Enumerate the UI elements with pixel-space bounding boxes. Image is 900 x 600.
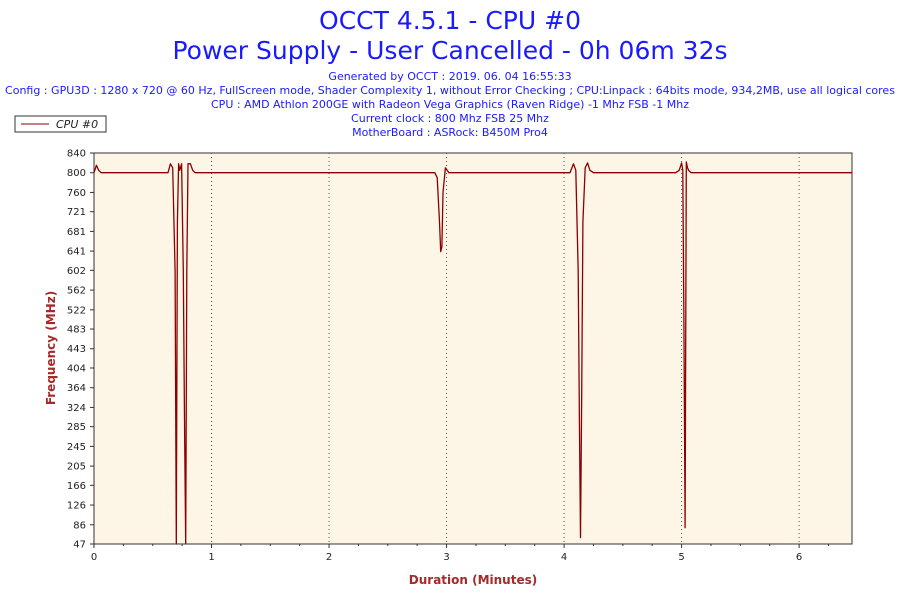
series-layer: [93, 161, 852, 545]
chart-subtitle: Power Supply - User Cancelled - 0h 06m 3…: [172, 36, 727, 65]
y-tick-label: 205: [67, 462, 86, 473]
x-tick-label: 5: [678, 552, 684, 563]
y-tick-label: 483: [67, 325, 86, 336]
clock-info: Current clock : 800 Mhz FSB 25 Mhz: [351, 112, 549, 125]
y-tick-label: 126: [67, 501, 86, 512]
y-tick-label: 47: [73, 540, 86, 551]
y-tick-label: 166: [67, 481, 86, 492]
y-tick-label: 443: [67, 344, 86, 355]
x-tick-label: 2: [326, 552, 332, 563]
y-tick-label: 800: [67, 168, 86, 179]
y-tick-label: 285: [67, 422, 86, 433]
x-tick-label: 0: [91, 552, 97, 563]
y-tick-label: 522: [67, 305, 86, 316]
motherboard-info: MotherBoard : ASRock: B450M Pro4: [352, 126, 548, 139]
cpu-info: CPU : AMD Athlon 200GE with Radeon Vega …: [211, 98, 689, 111]
y-axis-label: Frequency (MHz): [44, 291, 58, 405]
y-tick-label: 562: [67, 286, 86, 297]
y-tick-label: 404: [67, 363, 86, 374]
generated-info: Generated by OCCT : 2019. 06. 04 16:55:3…: [328, 70, 571, 83]
x-tick-label: 4: [561, 552, 567, 563]
x-tick-label: 1: [208, 552, 214, 563]
legend-label: CPU #0: [56, 118, 98, 131]
y-tick-label: 721: [67, 207, 86, 218]
plot-area: [93, 152, 853, 545]
y-axis-ticks: 47 86 126 166 205 245 285 324 364 404 443 483 522 562…: [67, 149, 94, 551]
y-tick-label: 86: [73, 520, 86, 531]
y-tick-label: 641: [67, 247, 86, 258]
config-info: Config : GPU3D : 1280 x 720 @ 60 Hz, Ful…: [5, 84, 895, 97]
y-tick-label: 245: [67, 442, 86, 453]
x-axis-label: Duration (Minutes): [409, 573, 537, 587]
y-tick-label: 602: [67, 266, 86, 277]
y-tick-label: 681: [67, 227, 86, 238]
y-tick-label: 324: [67, 403, 86, 414]
legend: CPU #0: [14, 115, 107, 133]
x-axis-ticks: 0 1 2 3 4 5 6: [91, 544, 829, 563]
y-tick-label: 760: [67, 188, 86, 199]
y-tick-label: 364: [67, 383, 86, 394]
series-line-cpu0: [93, 161, 852, 545]
legend-box: [14, 115, 107, 133]
x-tick-label: 6: [796, 552, 802, 563]
x-tick-label: 3: [443, 552, 449, 563]
chart-title: OCCT 4.5.1 - CPU #0: [319, 6, 581, 35]
y-tick-label: 840: [67, 149, 86, 160]
